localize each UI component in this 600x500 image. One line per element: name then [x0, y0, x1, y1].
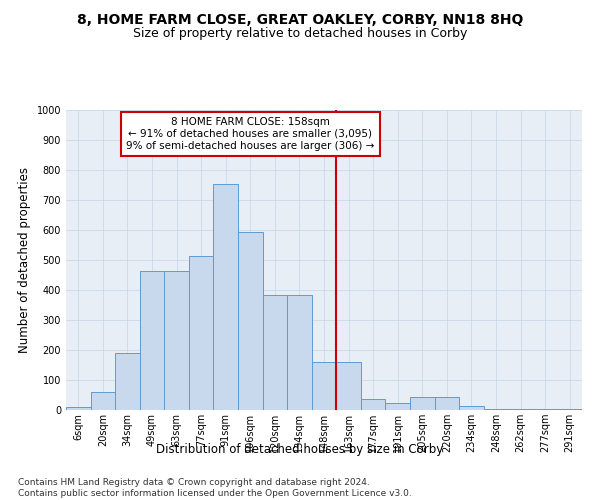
Bar — [287, 294, 312, 410]
Bar — [336, 362, 361, 410]
Bar — [361, 398, 385, 410]
Text: 8, HOME FARM CLOSE, GREAT OAKLEY, CORBY, NN18 8HQ: 8, HOME FARM CLOSE, GREAT OAKLEY, CORBY,… — [77, 12, 523, 26]
Text: Size of property relative to detached houses in Corby: Size of property relative to detached ho… — [133, 28, 467, 40]
Bar — [214, 184, 238, 410]
Bar — [189, 256, 214, 410]
Y-axis label: Number of detached properties: Number of detached properties — [18, 167, 31, 353]
Bar — [140, 270, 164, 410]
Bar — [434, 398, 459, 410]
Bar — [115, 353, 140, 410]
Bar — [91, 392, 115, 410]
Bar — [238, 232, 263, 410]
Bar — [66, 407, 91, 410]
Bar — [385, 404, 410, 410]
Text: Contains HM Land Registry data © Crown copyright and database right 2024.
Contai: Contains HM Land Registry data © Crown c… — [18, 478, 412, 498]
Bar — [508, 409, 533, 410]
Bar — [459, 406, 484, 410]
Text: 8 HOME FARM CLOSE: 158sqm
← 91% of detached houses are smaller (3,095)
9% of sem: 8 HOME FARM CLOSE: 158sqm ← 91% of detac… — [126, 118, 374, 150]
Bar — [410, 398, 434, 410]
Text: Distribution of detached houses by size in Corby: Distribution of detached houses by size … — [157, 442, 443, 456]
Bar — [263, 294, 287, 410]
Bar — [312, 362, 336, 410]
Bar — [164, 270, 189, 410]
Bar — [484, 408, 508, 410]
